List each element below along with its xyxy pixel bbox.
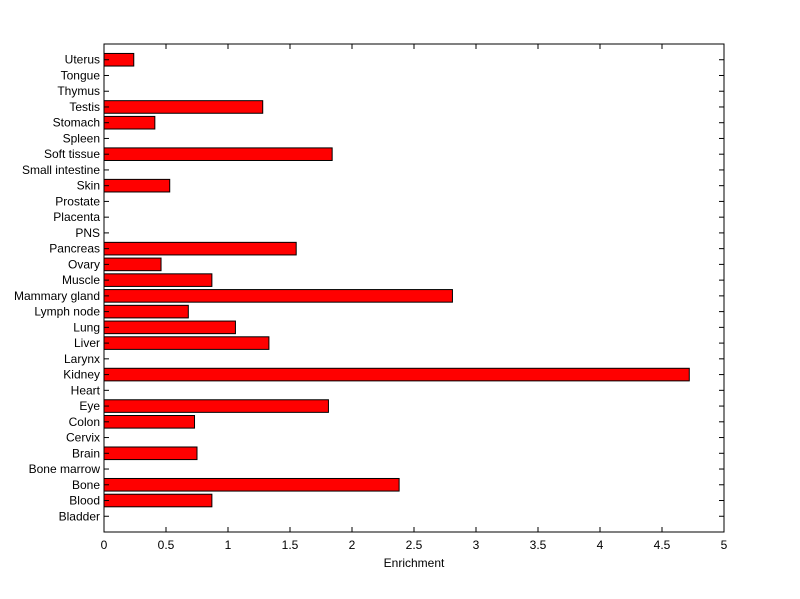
x-tick-label: 1 xyxy=(225,538,232,552)
bar-eye xyxy=(103,399,329,413)
y-tick-label: Blood xyxy=(69,494,100,508)
x-tick-label: 1.5 xyxy=(282,538,299,552)
y-tick-label: Mammary gland xyxy=(14,289,100,303)
x-tick-label: 0.5 xyxy=(158,538,175,552)
bar-mammary-gland xyxy=(103,289,453,303)
x-axis-label: Enrichment xyxy=(384,556,445,570)
y-tick-label: Testis xyxy=(69,100,100,114)
x-tick-label: 5 xyxy=(721,538,728,552)
x-tick-label: 2 xyxy=(349,538,356,552)
x-tick-label: 3 xyxy=(473,538,480,552)
bar-lymph-node xyxy=(103,304,189,319)
bar-testis xyxy=(103,100,264,114)
y-tick-label: Spleen xyxy=(63,131,100,145)
y-tick-label: Pancreas xyxy=(49,242,100,256)
y-tick-label: Colon xyxy=(69,415,100,429)
y-tick-label: Uterus xyxy=(65,53,100,67)
y-tick-label: Heart xyxy=(71,383,101,397)
x-tick-label: 4.5 xyxy=(654,538,671,552)
y-tick-label: Eye xyxy=(79,399,100,413)
y-tick-label: Tongue xyxy=(61,68,101,82)
y-tick-label: Stomach xyxy=(53,116,100,130)
bar-ovary xyxy=(103,257,162,272)
y-tick-label: Prostate xyxy=(55,194,100,208)
bar-kidney xyxy=(103,367,690,382)
y-tick-label: Lymph node xyxy=(34,305,100,319)
x-tick-label: 3.5 xyxy=(530,538,547,552)
bar-liver xyxy=(103,336,270,350)
y-tick-label: PNS xyxy=(75,226,100,240)
y-tick-label: Muscle xyxy=(62,273,100,287)
y-tick-label: Placenta xyxy=(53,210,100,224)
bars xyxy=(103,52,690,508)
y-tick-label: Liver xyxy=(74,336,100,350)
y-tick-label: Larynx xyxy=(64,352,100,366)
y-tick-label: Ovary xyxy=(68,257,100,271)
y-tick-label: Thymus xyxy=(57,84,100,98)
bar-colon xyxy=(103,415,196,429)
bar-muscle xyxy=(103,273,213,287)
y-tick-label: Cervix xyxy=(66,431,100,445)
plot-area xyxy=(103,43,725,533)
y-tick-label: Soft tissue xyxy=(44,147,100,161)
y-tick-label: Kidney xyxy=(63,368,100,382)
bar-lung xyxy=(103,320,236,335)
y-tick-label: Bladder xyxy=(59,509,100,523)
bar-stomach xyxy=(103,115,156,130)
x-tick-label: 0 xyxy=(101,538,108,552)
bar-blood xyxy=(103,493,213,508)
bar-pancreas xyxy=(103,241,297,256)
y-tick-label: Brain xyxy=(72,446,100,460)
x-ticks: 0 0.5 1 1.5 2 2.5 3 3.5 4 4.5 5 xyxy=(101,44,728,552)
x-tick-label: 2.5 xyxy=(406,538,423,552)
bar-skin xyxy=(103,178,171,193)
y-tick-label: Bone marrow xyxy=(29,462,101,476)
bar-bone xyxy=(103,477,400,492)
bar-brain xyxy=(103,446,198,461)
y-tick-label: Bone xyxy=(72,478,100,492)
y-tick-label: Skin xyxy=(77,179,100,193)
bar-soft-tissue xyxy=(103,147,333,161)
x-tick-label: 4 xyxy=(597,538,604,552)
y-tick-label: Small intestine xyxy=(22,163,100,177)
y-tick-label: Lung xyxy=(73,320,100,334)
